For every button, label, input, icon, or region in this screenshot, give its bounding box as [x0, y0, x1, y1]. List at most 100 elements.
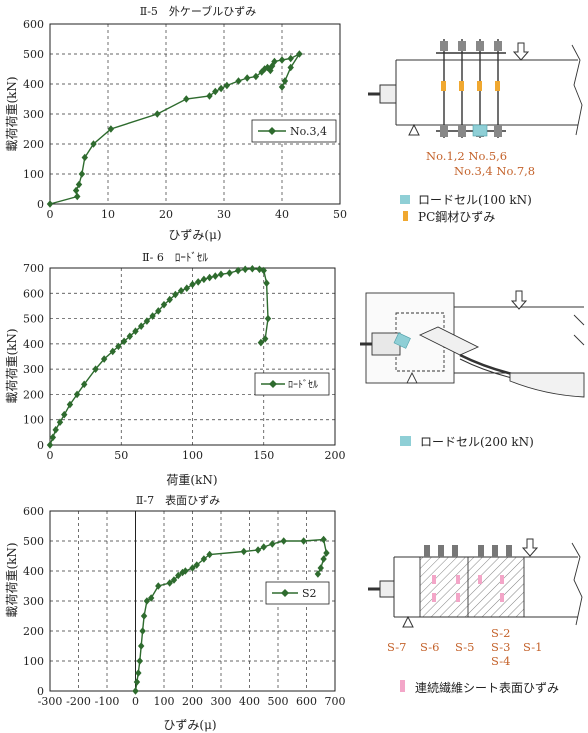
y-tick-label: 300: [23, 363, 44, 376]
load-arrow-icon: [510, 290, 528, 310]
chart-title: Ⅱ- 6 ﾛｰﾄﾞｾﾙ: [142, 251, 208, 264]
data-point: [189, 280, 196, 289]
x-tick-label: 150: [253, 449, 274, 462]
data-point: [155, 307, 162, 315]
x-tick-label: 50: [114, 449, 128, 462]
x-tick-label: 200: [182, 695, 203, 708]
legend-label: S2: [302, 587, 317, 600]
data-point: [81, 153, 88, 162]
data-point: [280, 537, 287, 545]
data-point: [257, 338, 265, 347]
gauge-labels-row1: No.1,2 No.5,6: [426, 149, 507, 163]
x-tick-label: 20: [159, 208, 173, 221]
data-point: [81, 380, 88, 389]
y-axis-label: 載荷荷重(kN): [5, 76, 19, 151]
load-arrow-icon: [521, 538, 539, 557]
data-point: [177, 286, 185, 295]
data-point: [226, 269, 233, 277]
data-point: [107, 125, 115, 133]
gauge-label-s6: S-6: [420, 640, 440, 654]
data-point: [249, 264, 256, 273]
sheet-legend-label: 連続繊維シート表面ひずみ: [415, 681, 559, 695]
rod-nuts: [424, 545, 512, 557]
data-point: [278, 56, 286, 64]
data-point: [75, 180, 83, 189]
gauge-label-s3: S-3: [491, 640, 511, 654]
y-tick-label: 0: [37, 198, 44, 211]
loadcell-legend-label: ロードセル(100 kN): [418, 193, 532, 207]
gauge-label-s5: S-5: [455, 640, 475, 654]
x-tick-label: 0: [47, 449, 54, 462]
pc-strain-legend-swatch: [403, 211, 408, 221]
setup-diagram-ii5: No.1,2 No.5,6 No.3,4 No.7,8 ロードセル(100 kN…: [368, 39, 583, 224]
data-point: [240, 547, 247, 556]
y-tick-label: 200: [23, 388, 44, 401]
data-point: [182, 567, 189, 575]
strain-gauges: [441, 81, 500, 91]
x-tick-label: 200: [325, 449, 346, 462]
y-tick-label: 200: [23, 138, 44, 151]
loadcell-legend-swatch: [400, 195, 410, 204]
data-point: [235, 77, 242, 85]
data-point: [90, 140, 97, 148]
y-tick-label: 600: [23, 505, 44, 518]
chart-title: Ⅱ-7 表面ひずみ: [136, 493, 220, 507]
chart-title: Ⅱ-5 外ケーブルひずみ: [140, 4, 257, 18]
data-point: [200, 275, 208, 284]
loadcell-legend-swatch: [400, 436, 411, 446]
data-point: [217, 84, 225, 93]
x-tick-label: 30: [217, 208, 231, 221]
data-point: [126, 332, 133, 341]
data-point: [212, 272, 219, 280]
loadcell-marker: [472, 124, 488, 137]
x-tick-label: 400: [239, 695, 260, 708]
anchorage-drawing: [360, 292, 585, 398]
data-point: [183, 95, 190, 103]
x-tick-label: 500: [268, 695, 289, 708]
setup-diagram-ii7: S-2 S-7 S-6 S-5 S-3 S-1 S-4 連続繊維シート表面ひずみ: [368, 538, 583, 695]
legend: ﾛｰﾄﾞｾﾙ: [254, 372, 330, 396]
data-point: [323, 549, 330, 557]
data-point: [49, 433, 57, 442]
data-point: [133, 678, 141, 686]
data-point: [256, 265, 263, 274]
data-point: [46, 200, 54, 208]
data-point: [254, 546, 262, 554]
plot-frame: [49, 23, 341, 205]
data-point: [212, 87, 219, 96]
y-tick-label: 500: [23, 48, 44, 61]
gauge-label-s1: S-1: [523, 640, 543, 654]
plot-frame: [49, 267, 336, 446]
sheet-strain-gauges: [432, 575, 504, 602]
data-point: [136, 657, 143, 665]
y-tick-label: 0: [37, 439, 44, 452]
gauge-label-s4: S-4: [491, 654, 511, 668]
chart-ii7-surface-strain: Ⅱ-7 表面ひずみ -300 -200 -100 0 100 200 300 400 500 60…: [5, 493, 346, 732]
data-point: [287, 63, 294, 72]
data-point: [143, 317, 151, 325]
loadcell-legend-label: ロードセル(200 kN): [420, 435, 534, 449]
x-tick-label: 300: [211, 695, 232, 708]
data-point: [140, 612, 148, 620]
gauge-label-s7: S-7: [387, 640, 407, 654]
data-point: [154, 110, 161, 118]
y-tick-label: 400: [23, 565, 44, 578]
y-tick-label: 400: [23, 78, 44, 91]
data-point: [320, 555, 327, 563]
data-point: [300, 537, 307, 545]
legend: No.3,4: [251, 119, 337, 143]
data-point: [287, 54, 294, 63]
y-tick-label: 600: [23, 287, 44, 300]
y-tick-label: 100: [23, 414, 44, 427]
legend-label: ﾛｰﾄﾞｾﾙ: [288, 379, 318, 391]
data-point: [132, 327, 139, 336]
data-point: [78, 170, 86, 178]
data-point: [52, 426, 59, 434]
y-axis-label: 載荷荷重(kN): [5, 542, 19, 617]
plot-area: -300 -200 -100 0 100 200 300 400 500 600 700 0 100 20…: [23, 505, 346, 708]
x-tick-label: 0: [47, 208, 54, 221]
y-tick-label: 600: [23, 18, 44, 31]
data-point: [244, 74, 251, 82]
y-tick-label: 500: [23, 535, 44, 548]
